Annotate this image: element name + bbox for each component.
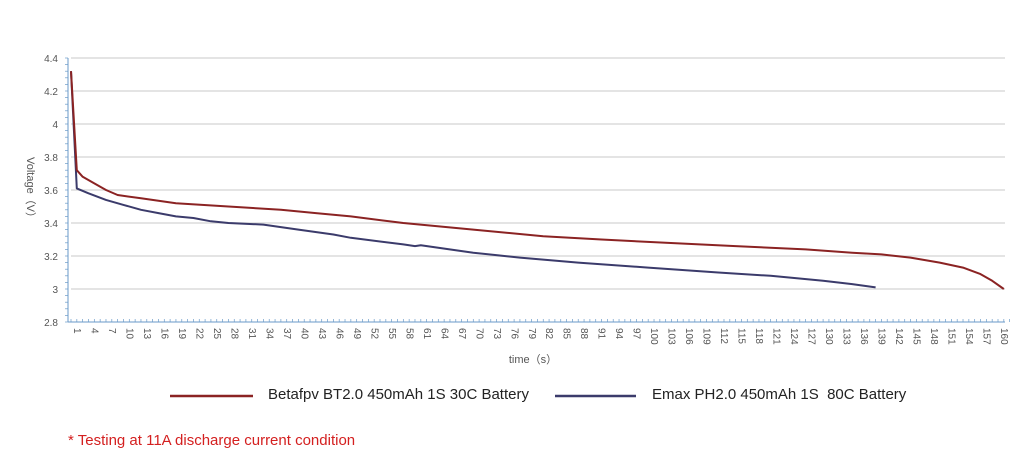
- x-tick-label: 109: [701, 328, 712, 345]
- x-tick-label: 79: [526, 328, 537, 340]
- x-tick-label: 88: [578, 328, 589, 340]
- y-tick-label: 4.2: [44, 87, 58, 98]
- x-tick-label: 85: [561, 328, 572, 340]
- x-tick-label: 10: [123, 328, 134, 340]
- x-tick-label: 58: [403, 328, 414, 340]
- x-tick-label: 124: [788, 328, 799, 345]
- x-tick-label: 13: [141, 328, 152, 340]
- y-tick-label: 3: [52, 285, 58, 296]
- x-tick-label: 37: [281, 328, 292, 340]
- x-tick-label: 91: [596, 328, 607, 340]
- y-tick-label: 3.6: [44, 186, 58, 197]
- x-tick-label: 103: [666, 328, 677, 345]
- y-tick-label: 2.8: [44, 318, 58, 329]
- x-tick-label: 52: [368, 328, 379, 340]
- x-tick-label: 1: [71, 328, 82, 334]
- x-tick-label: 28: [228, 328, 239, 340]
- x-tick-label: 106: [683, 328, 694, 345]
- x-tick-label: 64: [438, 328, 449, 340]
- x-tick-label: 145: [911, 328, 922, 345]
- x-tick-label: 76: [508, 328, 519, 340]
- y-axis-title: Voltage（V）: [24, 157, 37, 223]
- x-tick-label: 115: [736, 328, 747, 344]
- x-tick-label: 19: [176, 328, 187, 340]
- x-tick-label: 151: [946, 328, 957, 345]
- y-tick-label: 4: [52, 120, 58, 131]
- x-tick-label: 97: [631, 328, 642, 340]
- x-tick-label: 49: [351, 328, 362, 340]
- y-tick-label: 3.4: [44, 219, 58, 230]
- x-tick-label: 16: [158, 328, 169, 340]
- x-tick-label: 142: [893, 328, 904, 345]
- x-tick-label: 112: [718, 328, 729, 344]
- x-tick-label: 154: [963, 328, 974, 345]
- x-tick-label: 82: [543, 328, 554, 340]
- y-tick-label: 3.8: [44, 153, 58, 164]
- x-tick-label: 7: [106, 328, 117, 334]
- x-tick-label: 55: [386, 328, 397, 340]
- x-tick-label: 133: [841, 328, 852, 345]
- x-tick-label: 94: [613, 328, 624, 340]
- x-tick-label: 157: [981, 328, 992, 345]
- x-tick-label: 118: [753, 328, 764, 344]
- x-tick-label: 40: [298, 328, 309, 340]
- x-tick-label: 130: [823, 328, 834, 345]
- x-tick-label: 61: [421, 328, 432, 340]
- legend-label-betafpv: Betafpv BT2.0 450mAh 1S 30C Battery: [268, 386, 529, 403]
- y-tick-label: 3.2: [44, 252, 58, 263]
- x-tick-label: 139: [876, 328, 887, 345]
- x-tick-label: 22: [193, 328, 204, 340]
- x-tick-label: 127: [806, 328, 817, 345]
- x-tick-label: 100: [648, 328, 659, 345]
- footnote: * Testing at 11A discharge current condi…: [68, 432, 356, 449]
- x-tick-label: 4: [88, 328, 99, 334]
- x-tick-label: 73: [491, 328, 502, 340]
- x-tick-label: 34: [263, 328, 274, 340]
- x-tick-label: 43: [316, 328, 327, 340]
- series-line-1: [70, 71, 876, 289]
- x-tick-label: 148: [928, 328, 939, 345]
- x-tick-label: 46: [333, 328, 344, 340]
- legend-label-emax: Emax PH2.0 450mAh 1S 80C Battery: [652, 386, 907, 403]
- series-line-0: [70, 71, 1005, 290]
- x-tick-label: 136: [858, 328, 869, 345]
- x-tick-label: 121: [771, 328, 782, 345]
- x-tick-label: 31: [246, 328, 257, 340]
- x-tick-label: 25: [211, 328, 222, 340]
- x-axis-title: time（s）: [509, 353, 557, 366]
- x-tick-label: 70: [473, 328, 484, 340]
- x-tick-label: 67: [456, 328, 467, 340]
- y-tick-label: 4.4: [44, 54, 58, 65]
- x-tick-label: 160: [998, 328, 1009, 345]
